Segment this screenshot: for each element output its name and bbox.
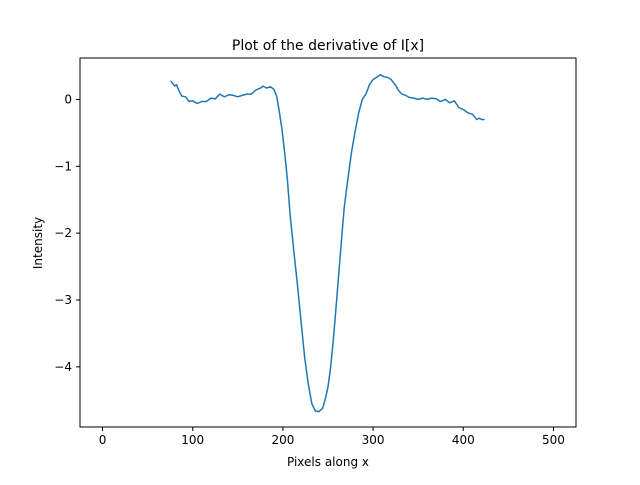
x-axis-label: Pixels along x <box>287 455 369 469</box>
x-tick-label: 100 <box>181 433 204 447</box>
y-axis-ticks: 0 −1 −2 −3 −4 <box>54 92 80 374</box>
x-tick-label: 300 <box>362 433 385 447</box>
y-tick-label: −3 <box>54 293 72 307</box>
x-tick-label: 200 <box>271 433 294 447</box>
x-tick-label: 0 <box>99 433 107 447</box>
plot-area <box>170 73 485 413</box>
y-axis-label: Intensity <box>31 217 45 269</box>
y-tick-label: −4 <box>54 360 72 374</box>
x-axis-ticks: 0 100 200 300 400 500 <box>99 427 565 447</box>
y-tick-label: 0 <box>64 92 72 106</box>
series-line <box>170 73 485 413</box>
chart-title: Plot of the derivative of I[x] <box>232 38 424 54</box>
x-tick-label: 400 <box>452 433 475 447</box>
x-tick-label: 500 <box>542 433 565 447</box>
y-tick-label: −2 <box>54 226 72 240</box>
axes-frame <box>79 57 577 428</box>
y-tick-label: −1 <box>54 159 72 173</box>
